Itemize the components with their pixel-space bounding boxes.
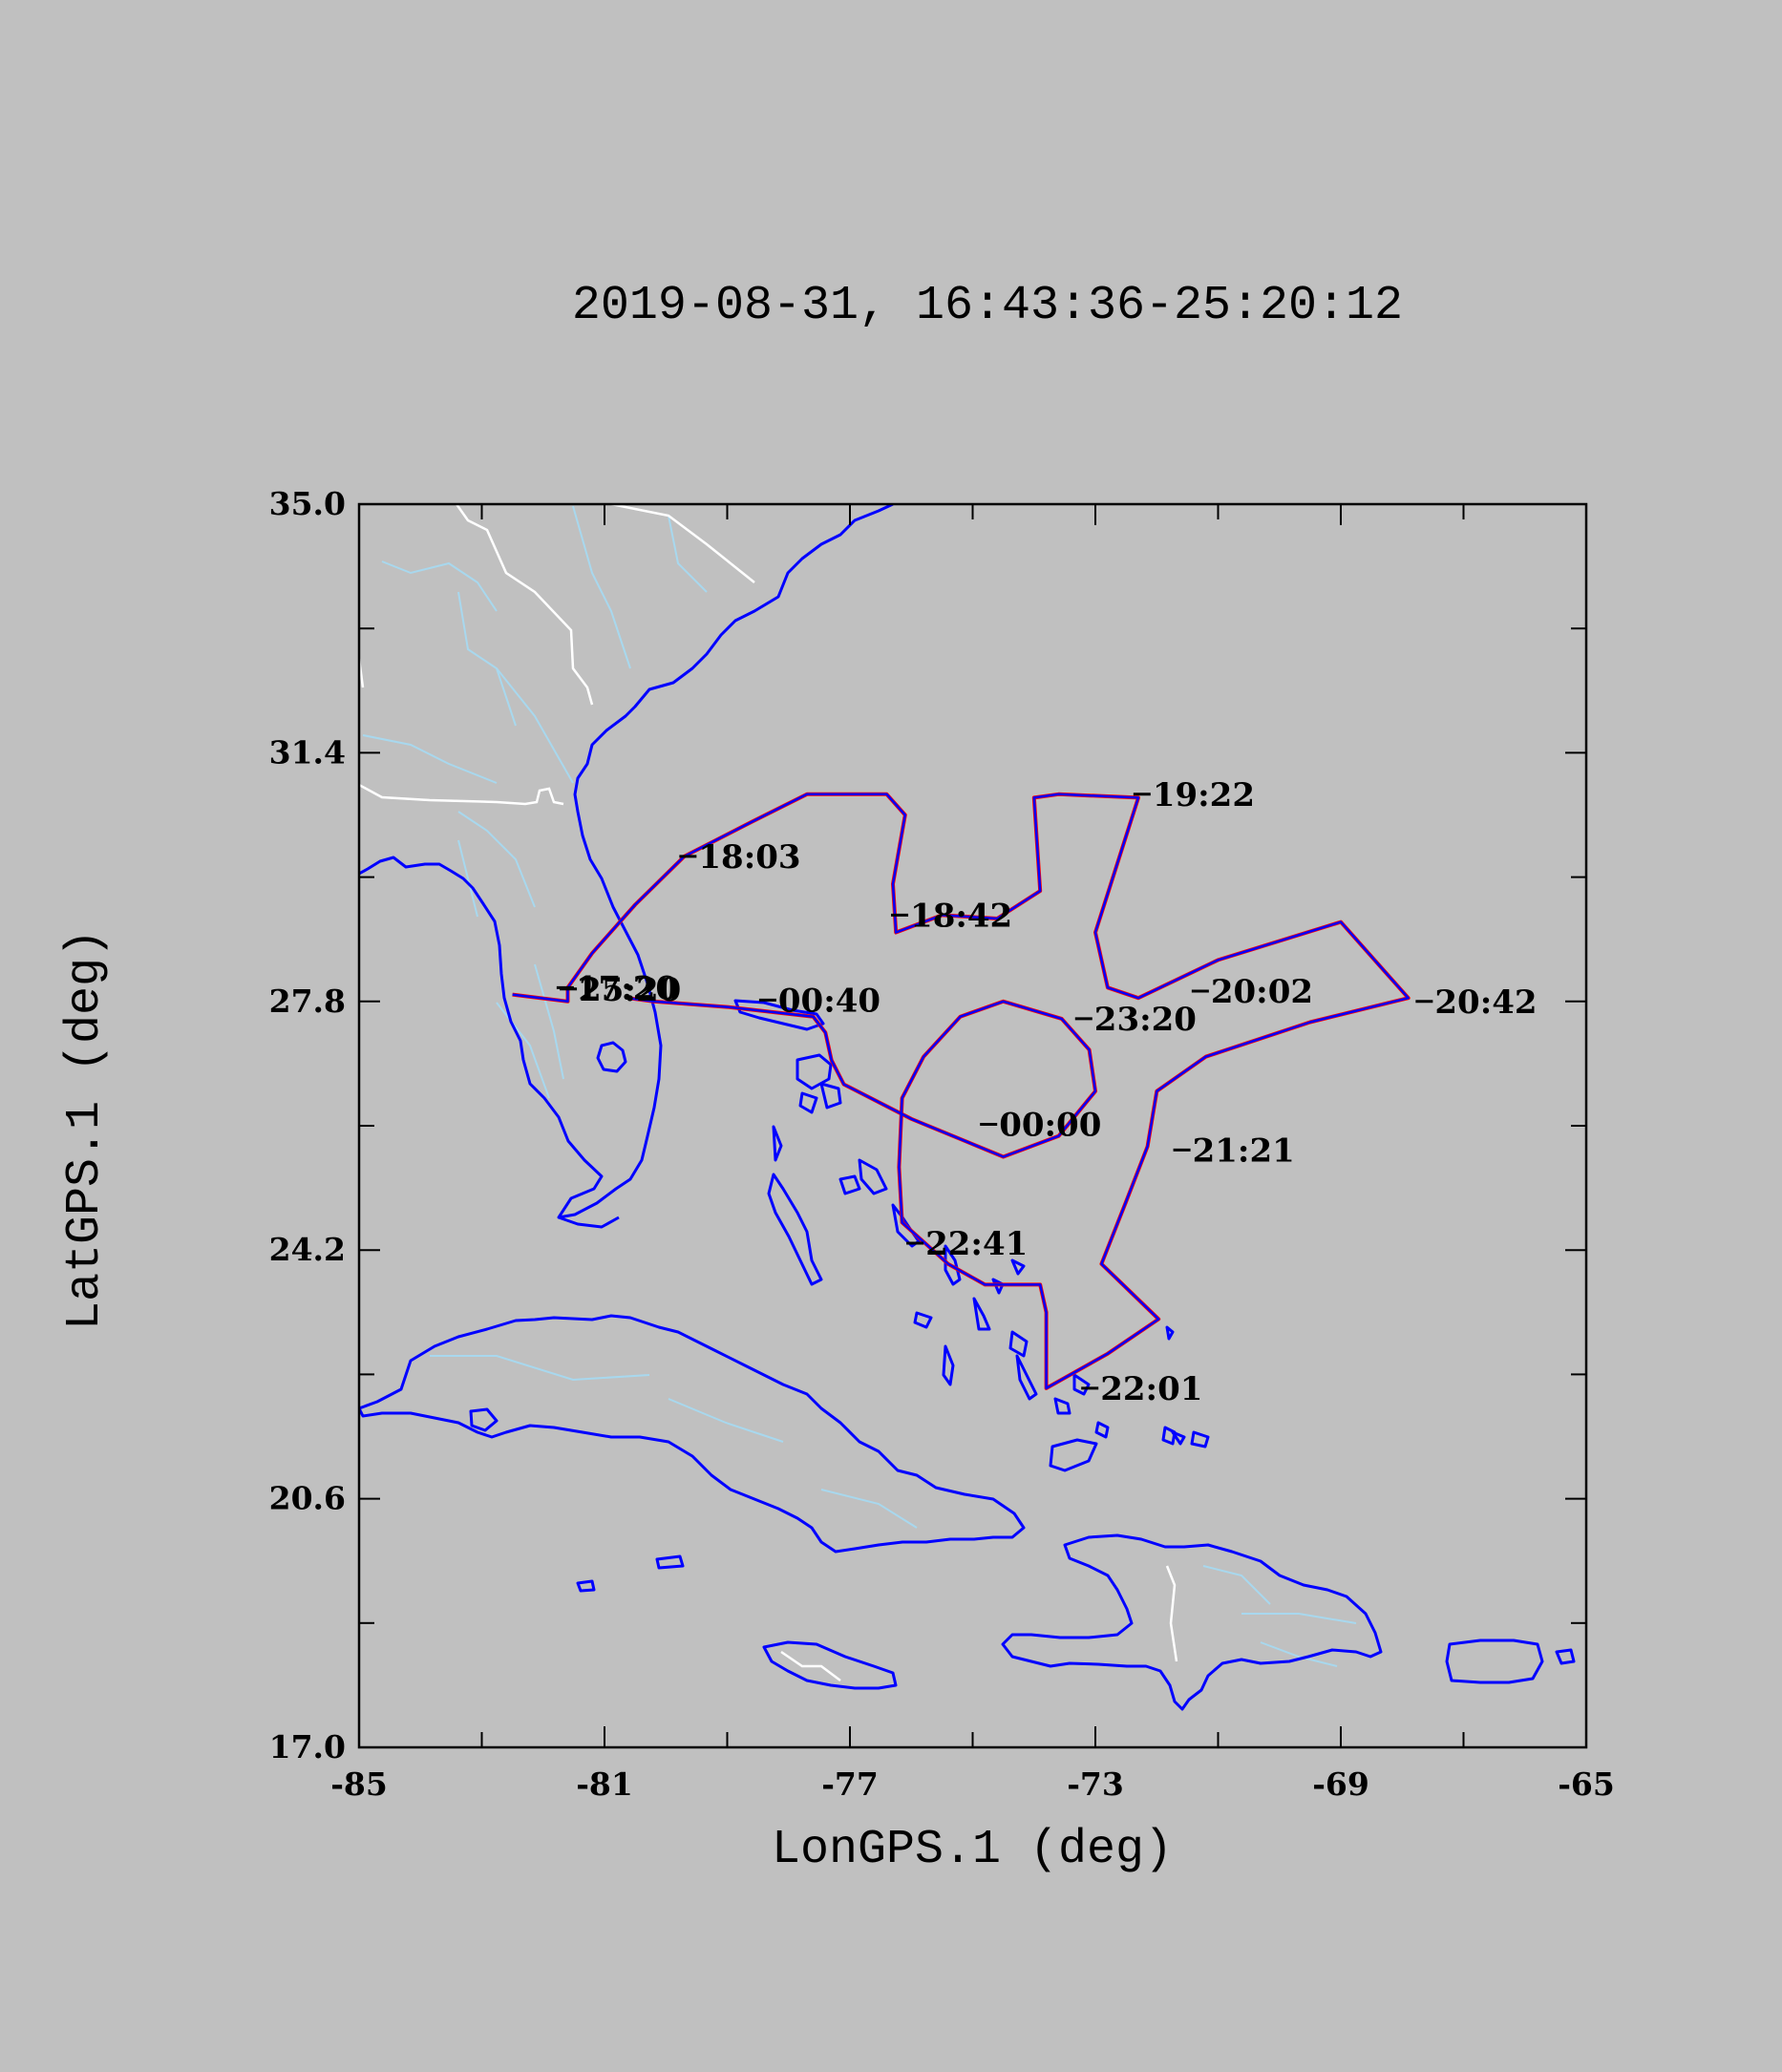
plot-title: 2019-08-31, 16:43:36-25:20:12 (572, 279, 1403, 333)
y-tick-label: 24.2 (269, 1231, 346, 1268)
x-tick-label: -85 (330, 1765, 388, 1803)
hispaniola-coastline (1001, 1533, 1383, 1711)
y-axis-label: LatGPS.1 (deg) (58, 929, 113, 1330)
y-tick-label: 17.0 (269, 1728, 346, 1765)
time-annotation-label: 20:02 (1211, 973, 1313, 1011)
time-annotation: 20:42 (1415, 983, 1538, 1022)
time-annotations: 18:03 18:42 19:22 20:02 20:42 21:21 22:01 22:41… (556, 776, 1538, 1408)
y-tick-label: 35.0 (269, 485, 346, 522)
time-annotation-label: 22:01 (1100, 1370, 1202, 1408)
flight-track-line (512, 793, 1410, 1390)
coastlines (359, 504, 1576, 1711)
time-annotation-label: 23:20 (1094, 1001, 1197, 1039)
time-annotation-label: 21:21 (1193, 1131, 1295, 1170)
time-annotation: 00:00 (980, 1107, 1101, 1145)
x-axis-label: LonGPS.1 (deg) (772, 1823, 1173, 1877)
time-annotation: 19:22 (1133, 776, 1255, 814)
y-tick-label: 31.4 (269, 733, 346, 771)
time-annotation-label: 18:03 (698, 838, 800, 877)
time-annotation-label: 18:42 (910, 897, 1012, 935)
x-tick-label: -81 (576, 1765, 633, 1803)
lake-okeechobee-outline (596, 1041, 627, 1073)
time-annotation: 18:03 (679, 838, 801, 877)
time-annotation: 17:20 (556, 969, 678, 1007)
bahamas-islands (733, 999, 1210, 1472)
jamaica-coastline (762, 1640, 898, 1690)
time-annotation-label: 00:40 (778, 982, 880, 1020)
puerto-rico-coastline (1445, 1639, 1544, 1684)
x-axis-ticks: -85 -81 -77 -73 -69 -65 (330, 504, 1615, 1803)
x-tick-label: -65 (1558, 1765, 1615, 1803)
time-annotation: 22:41 (906, 1225, 1028, 1263)
time-annotation-label: 25:20 (579, 971, 681, 1009)
plot-frame (357, 502, 1588, 1749)
time-annotation-label: 19:22 (1153, 776, 1255, 814)
time-annotation: 23:20 (1074, 1001, 1197, 1039)
time-annotation: 22:01 (1081, 1370, 1202, 1408)
y-tick-label: 20.6 (269, 1480, 346, 1517)
time-annotation-label: 17:20 (576, 969, 678, 1007)
time-annotation-label: 20:42 (1434, 983, 1537, 1022)
cuba-coastline (359, 1314, 1026, 1554)
time-annotation-label: 22:41 (925, 1225, 1028, 1263)
time-annotation: 00:40 (758, 982, 880, 1020)
flight-track (512, 792, 1411, 1390)
y-axis-ticks: 17.0 20.6 24.2 27.8 31.4 35.0 (269, 485, 1586, 1765)
x-tick-label: -73 (1067, 1765, 1124, 1803)
time-annotation: 25:20 (560, 971, 681, 1009)
rivers (362, 505, 1357, 1667)
x-tick-label: -69 (1312, 1765, 1369, 1803)
time-annotation: 18:42 (891, 897, 1012, 935)
time-annotation: 20:02 (1191, 973, 1313, 1011)
y-tick-label: 27.8 (269, 983, 346, 1020)
flight-track-highlight (512, 792, 1411, 1390)
map-geography (359, 504, 1576, 1711)
political-borders (359, 504, 1178, 1681)
time-annotation: 21:21 (1173, 1131, 1295, 1170)
florida-coastline (359, 504, 894, 1219)
x-tick-label: -77 (821, 1765, 879, 1803)
time-annotation-label: 00:00 (999, 1107, 1101, 1145)
